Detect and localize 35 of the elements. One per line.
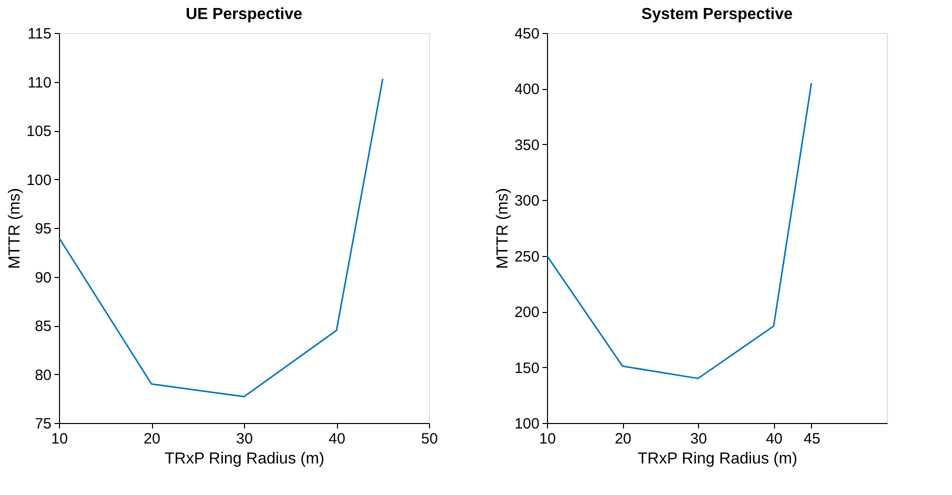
x-tick-label: 40 <box>328 430 346 448</box>
x-tick-label: 20 <box>144 430 160 448</box>
y-axis-title: MTTR (ms) <box>494 188 512 269</box>
x-tick-label: 30 <box>236 430 253 448</box>
y-tick-label: 150 <box>514 360 540 377</box>
x-tick-label: 10 <box>51 430 68 448</box>
y-axis-title: MTTR (ms) <box>6 188 24 269</box>
y-tick-label: 80 <box>34 366 52 384</box>
y-tick-label: 105 <box>26 123 52 140</box>
x-tick-label: 30 <box>690 430 707 448</box>
y-tick-label: 350 <box>514 136 540 154</box>
chart-title: UE Perspective <box>186 6 302 23</box>
line-series <box>546 82 812 380</box>
line-series <box>58 78 384 398</box>
y-tick-label: 75 <box>34 416 52 432</box>
chart-title: System Perspective <box>641 6 793 23</box>
y-tick-label: 300 <box>514 192 540 210</box>
y-tick-label: 115 <box>28 26 52 42</box>
x-tick-label: 20 <box>614 430 632 448</box>
x-tick-label: 45 <box>804 430 820 448</box>
y-tick-label: 100 <box>26 172 52 189</box>
y-tick-label: 250 <box>514 248 540 266</box>
x-axis-title: TRxP Ring Radius (m) <box>164 450 324 468</box>
y-tick-label: 450 <box>514 26 540 42</box>
x-tick-label: 50 <box>421 430 438 448</box>
x-tick-label: 10 <box>539 430 556 448</box>
y-tick-label: 400 <box>514 81 540 98</box>
x-axis-title: TRxP Ring Radius (m) <box>638 450 798 468</box>
y-tick-label: 100 <box>514 416 540 432</box>
y-tick-label: 95 <box>34 220 52 238</box>
y-tick-label: 90 <box>34 269 52 286</box>
y-tick-label: 85 <box>34 318 52 335</box>
y-tick-label: 200 <box>514 304 540 322</box>
y-tick-label: 110 <box>28 74 52 92</box>
x-tick-label: 40 <box>766 430 783 448</box>
